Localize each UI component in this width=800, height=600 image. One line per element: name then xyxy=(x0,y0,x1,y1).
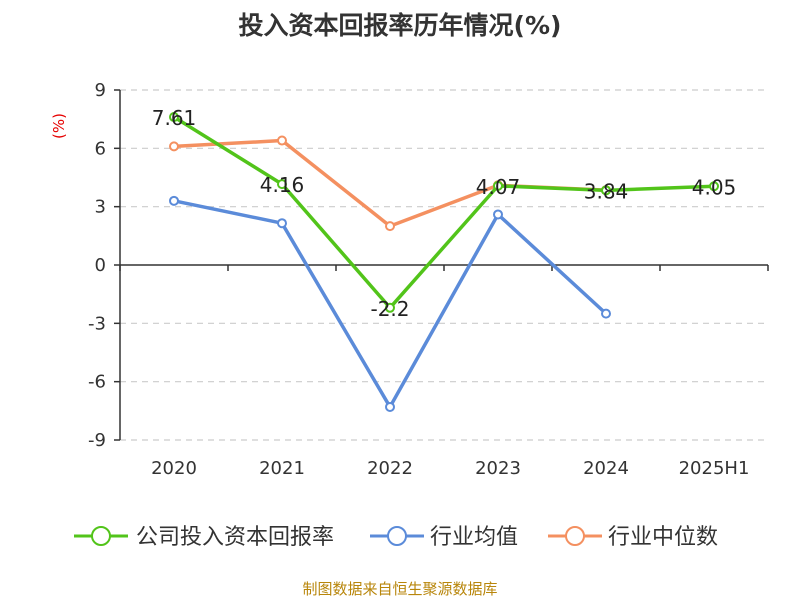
y-tick-label-6: 6 xyxy=(95,138,106,159)
legend: 公司投入资本回报率 行业均值 行业中位数 xyxy=(74,525,718,550)
series-1-point-2023 xyxy=(493,209,503,220)
series-0-point-2025H1 xyxy=(709,181,719,192)
y-tick-label-0: 0 xyxy=(95,255,106,276)
y-tick-label-9: 9 xyxy=(95,80,106,101)
data-label-2022: -2.2 xyxy=(370,297,409,321)
y-tick-label--6: -6 xyxy=(88,372,106,393)
data-label-2020: 7.61 xyxy=(152,106,197,130)
legend-marker-2 xyxy=(565,526,585,546)
series-1-point-2022 xyxy=(385,401,395,412)
series-lines xyxy=(169,112,719,412)
series-0-point-2024 xyxy=(601,185,611,196)
chart-title: 投入资本回报率历年情况(%) xyxy=(238,11,562,40)
data-label-2021: 4.16 xyxy=(260,173,305,197)
axes: 9 6 3 0 -3 -6 -9 2020 2021 2022 2023 2024 2025H1 (%) xyxy=(50,80,769,479)
series-1-point-2021 xyxy=(277,218,287,229)
x-tick-label-2024: 2024 xyxy=(583,458,629,479)
y-tick-label-3: 3 xyxy=(95,197,106,218)
series-2-point-2020 xyxy=(169,141,179,152)
legend-marker-1 xyxy=(387,526,407,546)
series-1-point-2024 xyxy=(601,308,611,319)
series-2-point-2022 xyxy=(385,221,395,232)
legend-label-2: 行业中位数 xyxy=(608,525,718,550)
y-tick-label--9: -9 xyxy=(88,430,106,451)
series-0-point-2020 xyxy=(169,112,179,123)
series-0-point-2022 xyxy=(385,302,395,313)
data-label-2023: 4.07 xyxy=(476,175,521,199)
legend-marker-0 xyxy=(91,526,111,546)
y-tick-label--3: -3 xyxy=(88,313,106,334)
series-0-point-2021 xyxy=(277,179,287,190)
series-2-point-2021 xyxy=(277,135,287,146)
series-0-point-2023 xyxy=(493,180,503,191)
data-label-2024: 3.84 xyxy=(584,179,629,203)
data-labels: 7.61 4.16 -2.2 4.07 3.84 4.05 xyxy=(152,106,737,321)
x-tick-label-2020: 2020 xyxy=(151,458,197,479)
y-axis-label: (%) xyxy=(50,113,68,139)
data-label-2025H1: 4.05 xyxy=(692,175,737,199)
x-tick-label-2022: 2022 xyxy=(367,458,413,479)
x-tick-label-2021: 2021 xyxy=(259,458,305,479)
x-tick-label-2025H1: 2025H1 xyxy=(679,458,750,479)
source-note: 制图数据来自恒生聚源数据库 xyxy=(302,580,498,598)
legend-label-1: 行业均值 xyxy=(430,525,518,550)
legend-label-0: 公司投入资本回报率 xyxy=(136,525,334,550)
series-line-0 xyxy=(173,115,715,310)
series-1-point-2020 xyxy=(169,195,179,206)
x-tick-label-2023: 2023 xyxy=(475,458,521,479)
